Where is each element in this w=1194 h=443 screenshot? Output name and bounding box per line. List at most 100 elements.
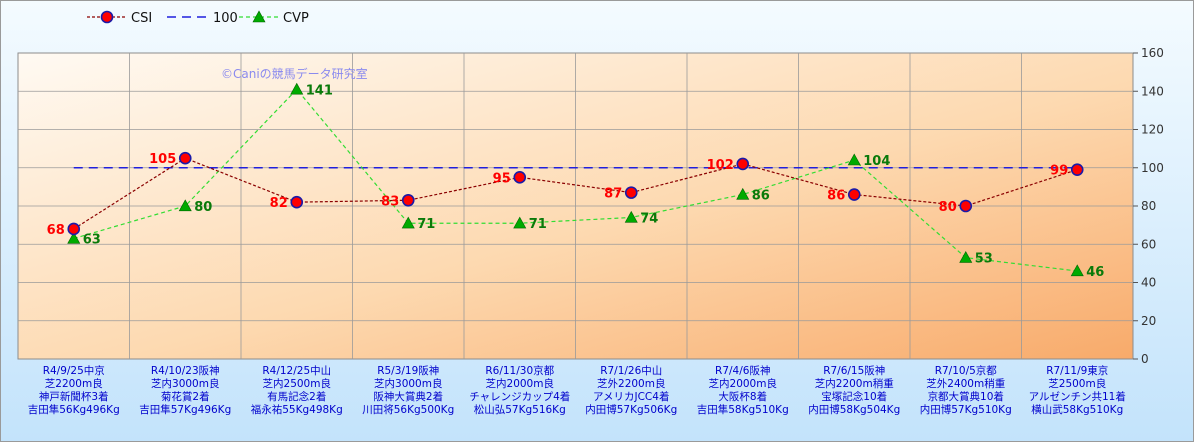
x-category-label: 芝外2200m良 bbox=[597, 377, 665, 390]
cvp-data-label: 53 bbox=[975, 252, 993, 267]
cvp-marker bbox=[401, 216, 415, 229]
legend-cvp-marker bbox=[252, 10, 266, 23]
csi-marker bbox=[1070, 163, 1084, 176]
cvp-marker bbox=[67, 231, 81, 244]
x-category-label: 横山武58Kg510Kg bbox=[1031, 403, 1123, 416]
csi-marker bbox=[624, 186, 638, 199]
x-category-label: 芝外2400m稍重 bbox=[926, 377, 1005, 390]
y-tick-label: 140 bbox=[1141, 84, 1164, 98]
x-category-label: R6/11/30京都 bbox=[485, 364, 554, 377]
x-category-label: R7/10/5京都 bbox=[935, 364, 998, 377]
csi-data-label: 83 bbox=[381, 194, 399, 209]
y-tick-label: 160 bbox=[1141, 46, 1164, 60]
x-category-label: 芝内2200m稍重 bbox=[815, 377, 894, 390]
series-layer bbox=[67, 82, 1084, 277]
x-category-label: 吉田隼58Kg510Kg bbox=[697, 403, 789, 416]
x-category-label: 有馬記念2着 bbox=[267, 390, 326, 403]
x-category-label: R5/3/19阪神 bbox=[377, 364, 439, 377]
x-category-label: 福永祐55Kg498Kg bbox=[251, 403, 343, 416]
csi-marker bbox=[290, 195, 304, 209]
legend-csi-label: CSI bbox=[131, 11, 152, 26]
x-category-label: 松山弘57Kg516Kg bbox=[474, 403, 566, 416]
cvp-data-label: 80 bbox=[194, 200, 212, 215]
x-category-label: 菊花賞2着 bbox=[161, 390, 210, 403]
y-tick-label: 0 bbox=[1141, 352, 1149, 366]
csi-data-label: 102 bbox=[707, 158, 734, 173]
x-category-label: 内田博57Kg510Kg bbox=[920, 403, 1012, 416]
cvp-data-label: 141 bbox=[306, 83, 333, 98]
x-category-label: 芝2500m良 bbox=[1048, 377, 1106, 390]
x-category-label: 川田将56Kg500Kg bbox=[362, 404, 454, 416]
x-category-label: 芝内3000m良 bbox=[151, 377, 219, 390]
cvp-marker bbox=[1070, 264, 1084, 277]
cvp-marker bbox=[847, 153, 861, 166]
x-category-label: 大阪杯8着 bbox=[718, 390, 767, 403]
csi-marker bbox=[847, 188, 861, 201]
x-category-label: 吉田隼56Kg496Kg bbox=[28, 403, 120, 416]
series-csi-line bbox=[73, 157, 1078, 230]
csi-marker bbox=[67, 222, 81, 236]
csi-marker bbox=[736, 157, 750, 171]
y-tick-label: 60 bbox=[1141, 237, 1156, 251]
x-category-label: 内田博57Kg506Kg bbox=[585, 403, 677, 416]
y-tick-label: 40 bbox=[1141, 276, 1156, 290]
x-category-label: R4/12/25中山 bbox=[262, 364, 331, 377]
x-category-label: 神戸新聞杯3着 bbox=[39, 390, 109, 403]
x-category-label: R4/10/23阪神 bbox=[151, 364, 220, 377]
x-category-label: 阪神大賞典2着 bbox=[373, 390, 443, 403]
cvp-data-label: 46 bbox=[1086, 265, 1104, 280]
cvp-data-label: 104 bbox=[863, 154, 890, 169]
x-category-label: R7/6/15阪神 bbox=[823, 364, 885, 377]
x-category-label: R7/4/6阪神 bbox=[715, 364, 770, 377]
x-category-label: 芝内2000m良 bbox=[709, 377, 777, 390]
x-category-label: アメリカJCC4着 bbox=[593, 390, 669, 403]
cvp-marker bbox=[736, 187, 750, 200]
legend-100-label: 100 bbox=[213, 11, 238, 26]
x-category-label: 京都大賞典10着 bbox=[928, 390, 1004, 403]
x-category-label: 内田博58Kg504Kg bbox=[808, 403, 900, 416]
x-category-label: アルゼンチン共11着 bbox=[1029, 390, 1126, 403]
y-tick-label: 100 bbox=[1141, 161, 1164, 175]
cvp-marker bbox=[959, 251, 973, 263]
legend: CSI 100 CVP bbox=[87, 10, 309, 26]
data-labels: 63 80 141 71 71 74 86 104 53 46 68 105 82 83 95 87 102 86… bbox=[47, 83, 1105, 280]
csi-marker bbox=[959, 199, 973, 213]
gridlines bbox=[18, 53, 1133, 359]
series-cvp-line bbox=[73, 88, 1078, 272]
cvp-data-label: 71 bbox=[529, 217, 547, 232]
watermark-annotation: ©Caniの競馬データ研究室 bbox=[221, 66, 368, 81]
csi-data-label: 86 bbox=[827, 189, 845, 204]
cvp-data-label: 86 bbox=[752, 189, 770, 204]
x-category-label: 芝内3000m良 bbox=[374, 377, 442, 390]
csi-data-label: 80 bbox=[939, 200, 957, 215]
cvp-data-label: 74 bbox=[640, 211, 658, 226]
cvp-data-label: 63 bbox=[83, 233, 101, 248]
cvp-marker bbox=[513, 216, 527, 229]
legend-csi-marker bbox=[100, 10, 114, 24]
x-category-label: チャレンジカップ4着 bbox=[469, 390, 570, 403]
csi-marker bbox=[513, 171, 527, 184]
x-category-label: 吉田隼57Kg496Kg bbox=[139, 403, 231, 416]
cvp-data-label: 71 bbox=[417, 217, 435, 232]
y-tick-label: 20 bbox=[1141, 314, 1156, 328]
x-category-label: 芝内2000m良 bbox=[486, 377, 554, 390]
x-category-label: 芝内2500m良 bbox=[263, 377, 331, 390]
x-category-label: R7/11/9東京 bbox=[1046, 364, 1108, 377]
x-category-label: R7/1/26中山 bbox=[600, 364, 662, 377]
csi-data-label: 87 bbox=[604, 187, 622, 202]
csi-marker bbox=[401, 193, 415, 207]
x-category-label: 宝塚記念10着 bbox=[821, 390, 887, 403]
csi-marker bbox=[178, 151, 192, 165]
csi-data-label: 68 bbox=[47, 223, 65, 238]
x-category-label: 芝2200m良 bbox=[45, 377, 103, 390]
cvp-marker bbox=[290, 82, 304, 95]
x-category-label: R4/9/25中京 bbox=[43, 364, 105, 377]
y-axis: 0 20 40 60 80 100 120 140 160 bbox=[1133, 46, 1164, 366]
csi-data-label: 99 bbox=[1050, 164, 1068, 179]
y-tick-label: 120 bbox=[1141, 123, 1164, 137]
csi-data-label: 105 bbox=[149, 152, 176, 167]
y-tick-label: 80 bbox=[1141, 199, 1156, 213]
